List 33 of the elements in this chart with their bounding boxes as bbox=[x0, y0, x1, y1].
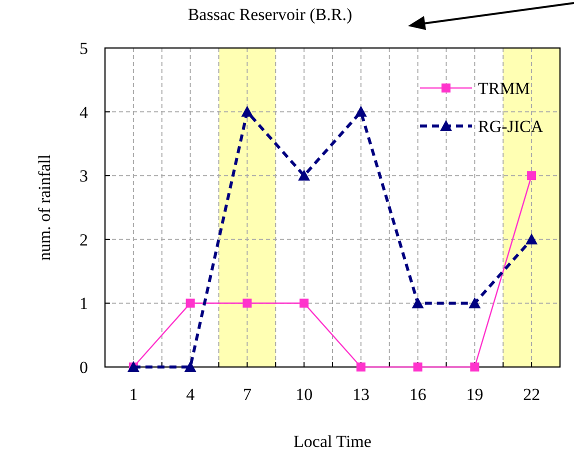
y-tick-label: 1 bbox=[80, 294, 88, 314]
point bbox=[300, 298, 309, 308]
x-tick-label: 16 bbox=[409, 385, 426, 404]
y-tick-label: 2 bbox=[80, 230, 88, 250]
legend-label: RG-JICA bbox=[478, 117, 544, 136]
x-axis-title: Local Time bbox=[294, 432, 372, 451]
point bbox=[241, 106, 254, 117]
point bbox=[527, 171, 536, 180]
x-tick-label: 13 bbox=[352, 385, 370, 404]
point bbox=[468, 297, 481, 308]
x-tick-label: 4 bbox=[186, 385, 196, 404]
point bbox=[526, 233, 538, 244]
point bbox=[356, 362, 366, 372]
text: Bassac Reservoir (B.R.) bbox=[188, 5, 352, 24]
y-axis-title: num. of rainfall bbox=[35, 154, 54, 261]
point bbox=[412, 297, 424, 308]
x-tick-label: 7 bbox=[242, 385, 252, 404]
x-tick-label: 22 bbox=[523, 385, 540, 404]
point bbox=[298, 170, 310, 181]
x-tick-label: 1 bbox=[129, 385, 138, 404]
point bbox=[470, 362, 480, 372]
point bbox=[242, 298, 252, 308]
point bbox=[184, 361, 196, 372]
y-tick-label: 5 bbox=[80, 39, 88, 58]
legend-label: TRMM bbox=[478, 79, 530, 98]
point bbox=[413, 362, 422, 372]
y-tick-label: 3 bbox=[80, 166, 88, 186]
y-tick-label: 0 bbox=[80, 358, 88, 377]
x-tick-label: 10 bbox=[296, 385, 313, 404]
point bbox=[186, 298, 195, 308]
x-tick-label: 19 bbox=[466, 385, 484, 404]
point bbox=[354, 106, 367, 117]
y-tick-label: 4 bbox=[80, 102, 88, 122]
